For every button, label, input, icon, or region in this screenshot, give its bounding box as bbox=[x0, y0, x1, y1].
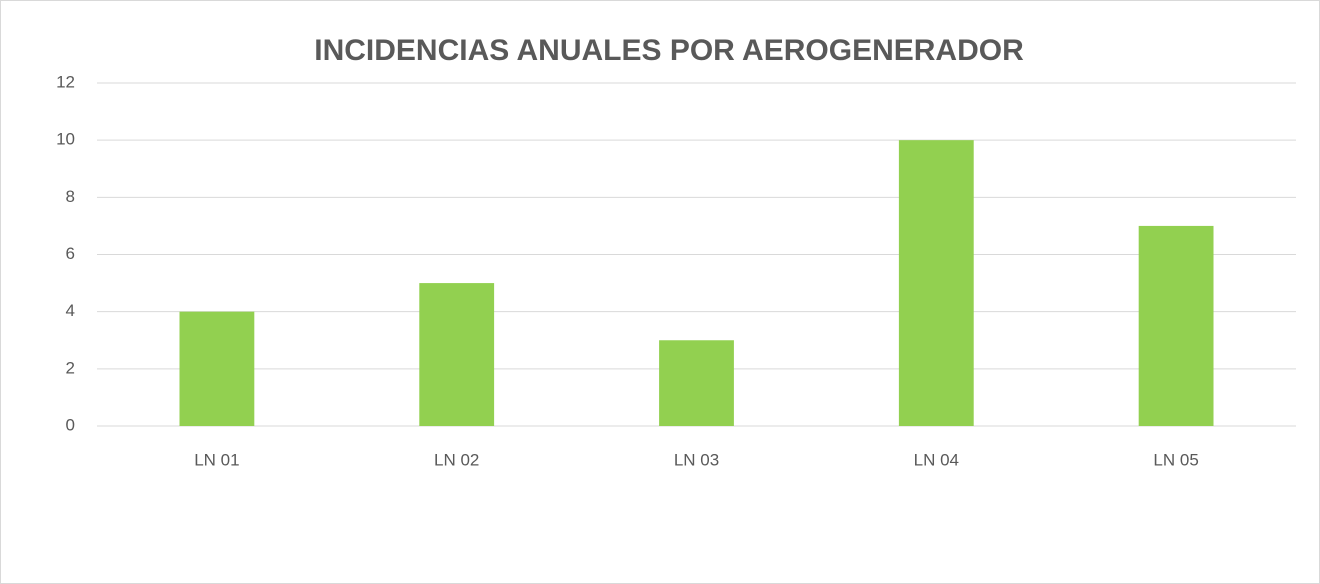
x-tick-label: LN 04 bbox=[914, 450, 959, 469]
y-tick-label: 8 bbox=[66, 187, 75, 206]
x-tick-label: LN 02 bbox=[434, 450, 479, 469]
bar bbox=[179, 311, 255, 426]
x-tick-label: LN 05 bbox=[1153, 450, 1198, 469]
x-tick-label: LN 03 bbox=[674, 450, 719, 469]
y-tick-label: 6 bbox=[66, 244, 75, 263]
bar bbox=[898, 140, 974, 426]
chart-title: INCIDENCIAS ANUALES POR AEROGENERADOR bbox=[314, 34, 1024, 67]
y-tick-label: 4 bbox=[66, 301, 75, 320]
y-tick-label: 12 bbox=[56, 72, 75, 91]
x-tick-label: LN 01 bbox=[194, 450, 239, 469]
y-tick-label: 2 bbox=[66, 358, 75, 377]
bar bbox=[419, 283, 495, 426]
bar bbox=[659, 340, 734, 426]
y-tick-label: 10 bbox=[56, 130, 75, 149]
y-tick-label: 0 bbox=[66, 415, 75, 434]
bar bbox=[1138, 225, 1214, 426]
